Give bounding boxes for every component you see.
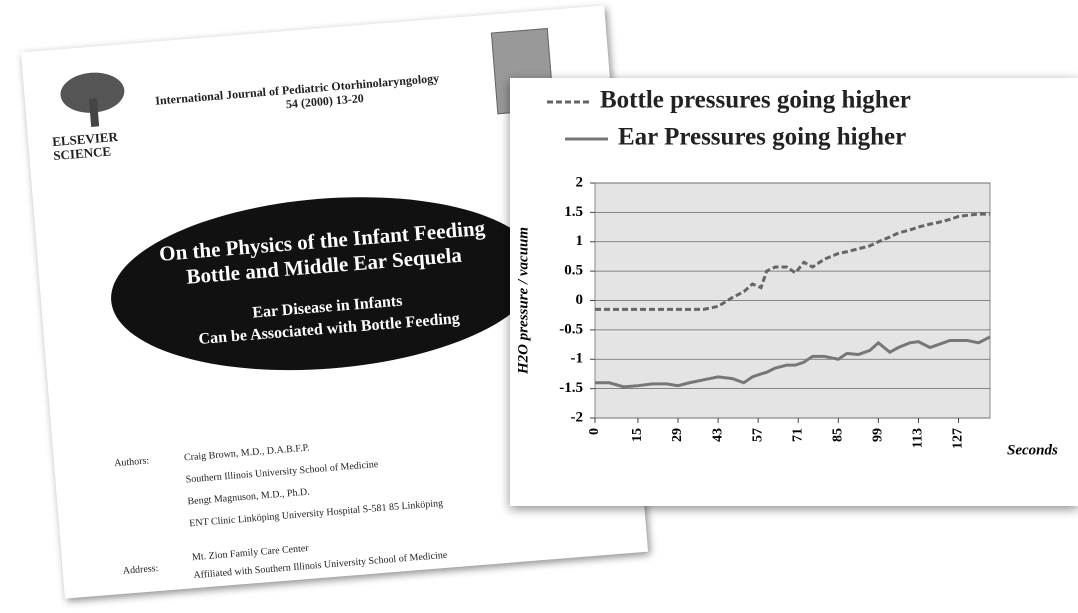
- x-tick-label: 29: [670, 428, 685, 442]
- y-tick-label: 2: [576, 174, 584, 190]
- author: Craig Brown, M.D., D.A.B.F.P.: [184, 442, 310, 463]
- publisher: SCIENCE: [53, 143, 112, 164]
- legend-label: Ear Pressures going higher: [618, 124, 906, 151]
- chart: -2 -1.5 -1 -0.5 0 0.5 1 1.5 2 0 15 29 43 57 71 85 99 113 1…: [510, 78, 1078, 506]
- y-tick-label: -1: [571, 351, 584, 367]
- y-tick-label: -1.5: [559, 380, 583, 396]
- author: Southern Illinois University School of M…: [185, 459, 378, 485]
- x-tick-label: 57: [750, 428, 765, 442]
- x-tick-label: 15: [630, 428, 645, 442]
- x-tick-label: 113: [911, 428, 926, 448]
- logo-tree: [51, 66, 136, 132]
- author: Bengt Magnuson, M.D., Ph.D.: [187, 487, 310, 508]
- label: Address:: [122, 563, 158, 577]
- screenshot: ELSEVIER SCIENCE International Journal o…: [0, 0, 1078, 613]
- y-tick-label: -0.5: [559, 321, 583, 337]
- x-axis-label: Seconds: [1007, 442, 1058, 458]
- label: Authors:: [114, 455, 150, 469]
- y-tick-label: 1: [576, 233, 584, 249]
- x-tick-label: 43: [710, 428, 725, 442]
- x-tick-label: 0: [587, 428, 602, 435]
- legend-label: Bottle pressures going higher: [600, 87, 911, 114]
- x-tick-label: 85: [831, 428, 846, 442]
- y-tick-label: -2: [571, 409, 584, 425]
- y-tick-label: 0: [576, 292, 584, 308]
- address: Mt. Zion Family Care Center: [192, 543, 309, 563]
- y-tick-label: 1.5: [564, 204, 583, 220]
- x-tick-label: 127: [951, 428, 966, 449]
- x-tick-label: 99: [871, 428, 886, 442]
- x-tick-label: 71: [790, 428, 805, 442]
- y-tick-label: 0.5: [564, 263, 583, 279]
- y-axis-label: H2O pressure / vacuum: [515, 227, 531, 375]
